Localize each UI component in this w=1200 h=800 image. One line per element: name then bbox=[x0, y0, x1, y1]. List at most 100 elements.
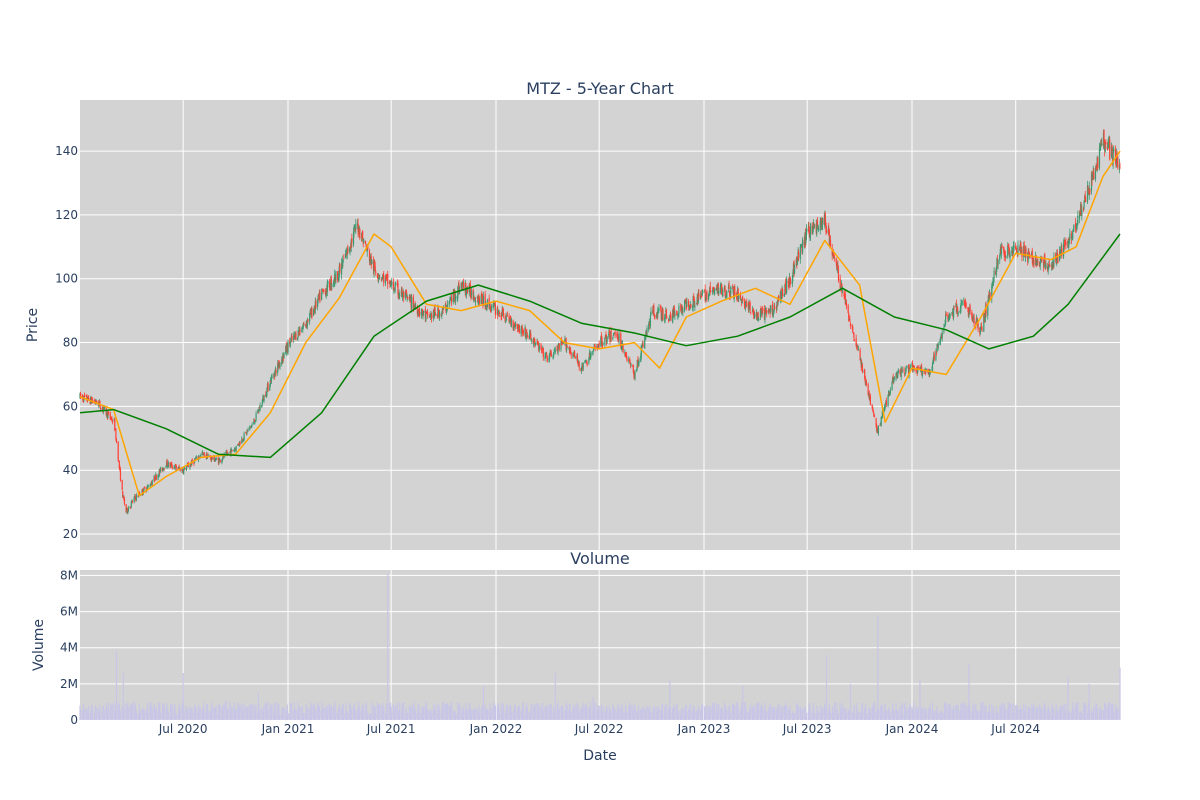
candle bbox=[1045, 260, 1047, 269]
price-y-tick-label: 100 bbox=[55, 272, 78, 286]
volume-bar bbox=[881, 704, 883, 720]
candle bbox=[342, 255, 344, 270]
volume-x-ticks: Jul 2020 Jan 2021 Jul 2021 Jan 2022 Jul 2022… bbox=[158, 722, 1040, 736]
candle bbox=[512, 319, 514, 331]
candle bbox=[856, 344, 858, 349]
candle bbox=[246, 430, 249, 432]
volume-bar bbox=[546, 705, 548, 720]
volume-bar bbox=[1007, 702, 1009, 720]
volume-bar bbox=[833, 702, 836, 720]
volume-bar bbox=[311, 705, 313, 720]
candle bbox=[674, 310, 676, 320]
volume-bar bbox=[550, 704, 552, 720]
candle bbox=[566, 343, 568, 353]
candle bbox=[399, 292, 401, 299]
volume-bar bbox=[1093, 705, 1095, 720]
volume-bar bbox=[522, 702, 524, 720]
volume-bar bbox=[829, 711, 832, 720]
volume-bar bbox=[291, 710, 293, 720]
volume-plot-background bbox=[80, 570, 1120, 720]
volume-bar bbox=[1013, 712, 1015, 720]
volume-bar bbox=[299, 707, 301, 720]
candle bbox=[897, 368, 899, 374]
candle bbox=[1117, 153, 1119, 170]
candle bbox=[833, 254, 836, 262]
volume-bar bbox=[441, 702, 444, 720]
volume-bar bbox=[661, 703, 663, 720]
candle bbox=[83, 392, 86, 399]
volume-bar bbox=[438, 709, 441, 720]
candle bbox=[121, 479, 123, 491]
volume-y-tick-label: 4M bbox=[60, 641, 78, 655]
volume-bar bbox=[889, 714, 891, 720]
candle bbox=[1081, 204, 1083, 221]
candle bbox=[762, 306, 764, 314]
candle bbox=[654, 314, 656, 320]
candle bbox=[544, 352, 546, 362]
candle bbox=[634, 369, 636, 381]
price-y-tick-label: 20 bbox=[63, 527, 78, 541]
volume-bar bbox=[138, 704, 140, 720]
volume-bar bbox=[271, 703, 273, 720]
candle bbox=[391, 277, 393, 290]
candle bbox=[589, 350, 592, 360]
volume-bar bbox=[470, 711, 473, 720]
volume-bar bbox=[191, 708, 193, 720]
candle bbox=[937, 341, 939, 351]
volume-bar bbox=[634, 705, 636, 720]
volume-bar bbox=[758, 702, 760, 720]
candle bbox=[1001, 243, 1003, 249]
volume-bar bbox=[805, 712, 808, 720]
candle bbox=[548, 352, 551, 363]
candle bbox=[1013, 240, 1015, 251]
candle bbox=[604, 337, 606, 348]
candle bbox=[191, 458, 193, 464]
candle bbox=[857, 345, 860, 351]
volume-bar bbox=[110, 703, 112, 720]
candle bbox=[843, 289, 845, 300]
candle bbox=[1090, 171, 1093, 195]
candle bbox=[774, 303, 776, 311]
price-panel: 20 40 60 80 100 120 140 MTZ - 5-Year Chart Pri… bbox=[25, 79, 1121, 550]
candle bbox=[287, 339, 289, 355]
candle bbox=[239, 440, 241, 446]
candle bbox=[792, 269, 794, 282]
candle bbox=[115, 427, 117, 441]
candle bbox=[702, 289, 704, 294]
candle bbox=[492, 301, 494, 311]
volume-bar bbox=[1041, 711, 1043, 720]
candle bbox=[151, 479, 153, 486]
candle bbox=[452, 289, 454, 305]
volume-bar bbox=[674, 707, 676, 720]
candle bbox=[873, 414, 875, 418]
candle bbox=[626, 356, 628, 362]
candle bbox=[598, 340, 600, 349]
volume-bar bbox=[562, 711, 564, 720]
volume-bar bbox=[678, 710, 680, 720]
candle bbox=[506, 312, 508, 316]
candle bbox=[552, 351, 555, 359]
candle bbox=[291, 333, 293, 343]
candle bbox=[550, 350, 552, 358]
candle bbox=[86, 394, 88, 402]
volume-bar bbox=[957, 705, 959, 720]
candle bbox=[242, 440, 244, 443]
volume-bar bbox=[965, 704, 967, 720]
candle bbox=[302, 322, 304, 330]
candle bbox=[686, 297, 688, 308]
candle bbox=[766, 307, 768, 318]
volume-bar bbox=[742, 685, 744, 720]
candle bbox=[657, 306, 659, 319]
volume-x-tick-label: Jul 2023 bbox=[782, 722, 832, 736]
candle bbox=[167, 460, 169, 468]
volume-bar bbox=[91, 709, 94, 720]
volume-bar bbox=[125, 703, 127, 720]
volume-bar bbox=[510, 712, 512, 720]
candle bbox=[510, 317, 512, 328]
price-y-tick-label: 120 bbox=[55, 208, 78, 222]
volume-bar bbox=[877, 615, 879, 720]
candle bbox=[1074, 217, 1077, 233]
volume-bar bbox=[1045, 710, 1047, 720]
volume-bar bbox=[676, 704, 678, 720]
volume-bar bbox=[813, 714, 816, 720]
